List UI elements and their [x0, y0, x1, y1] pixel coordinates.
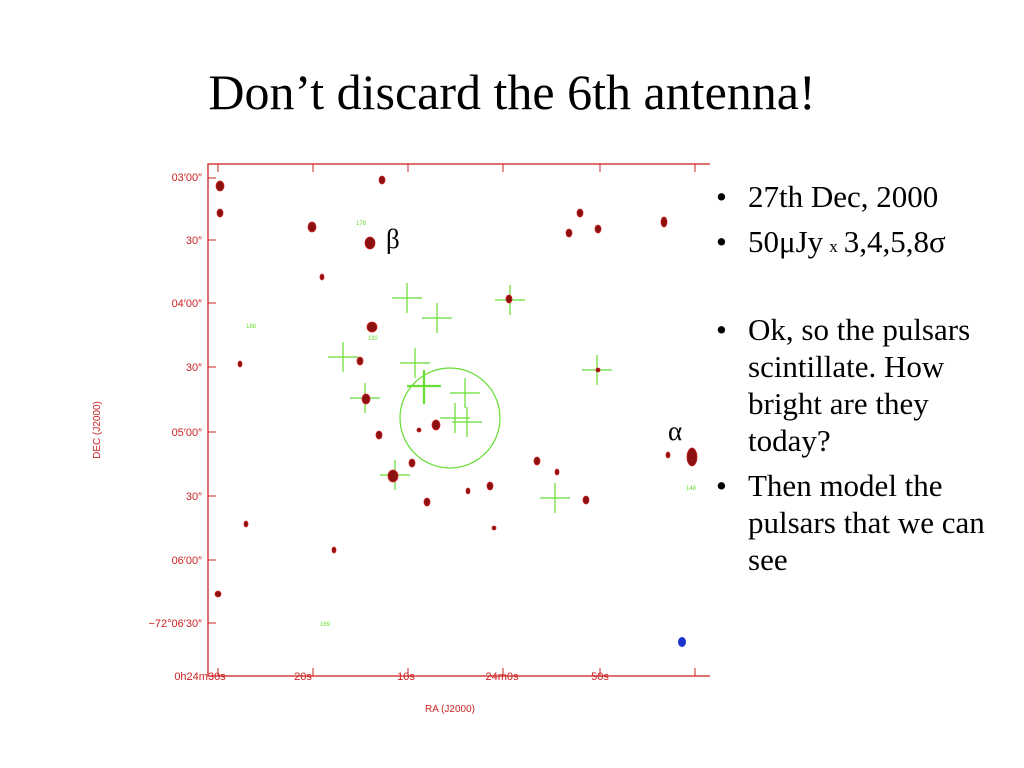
bullet-text: Ok, so the pulsars scintillate. How brig…	[748, 312, 971, 458]
x-tick-marks	[217, 164, 696, 676]
radio-map: 03′00″ 30″ 04′00″ 30″ 05′00″ 30″ 06′00″ …	[92, 163, 710, 715]
source-tag: 192	[368, 336, 379, 342]
y-tick-label: −72°06′30″	[149, 618, 203, 630]
map-frame	[207, 163, 710, 677]
pulsar-beta-label: β	[386, 224, 400, 254]
bullet-text: 27th Dec, 2000	[748, 179, 939, 214]
source-tag: 188	[246, 324, 257, 330]
slide-title: Don’t discard the 6th antenna!	[208, 64, 816, 120]
x-tick-label: 20s	[294, 671, 312, 683]
source-tags: 178 188 192 169 148	[246, 221, 697, 628]
bullet-icon: •	[716, 179, 727, 214]
bullet-scintillate: • Ok, so the pulsars scintillate. How br…	[712, 311, 1012, 459]
bullet-list: • 27th Dec, 2000 • 50μJy x 3,4,5,8σ • Ok, …	[712, 178, 1012, 578]
source-tag: 178	[356, 221, 367, 227]
bullet-text: Then model the pulsars that we can see	[748, 468, 985, 577]
y-tick-marks	[208, 177, 216, 624]
y-tick-label: 05′00″	[172, 427, 203, 439]
y-tick-label: 06′00″	[172, 555, 203, 567]
y-tick-labels: 03′00″ 30″ 04′00″ 30″ 05′00″ 30″ 06′00″ …	[149, 172, 203, 630]
bullet-model: • Then model the pulsars that we can see	[712, 467, 1012, 578]
x-tick-label: 24m0s	[485, 671, 519, 683]
pulsar-alpha-label: α	[668, 416, 683, 446]
radio-sources	[214, 175, 698, 598]
field-circle	[399, 367, 501, 469]
y-tick-label: 30″	[186, 362, 202, 374]
x-tick-label: 50s	[591, 671, 609, 683]
y-tick-label: 04′00″	[172, 298, 203, 310]
bullet-text: 3,4,5,8σ	[843, 224, 946, 259]
x-axis-label: RA (J2000)	[425, 704, 475, 715]
bullet-icon: •	[716, 312, 727, 347]
y-axis-label: DEC (J2000)	[92, 401, 103, 459]
candidate-markers	[328, 283, 612, 513]
beam-ellipse	[678, 637, 686, 647]
bullet-sensitivity: • 50μJy x 3,4,5,8σ	[712, 223, 1012, 265]
x-tick-labels: 0h24m30s 20s 10s 24m0s 50s	[174, 671, 609, 683]
bullet-icon: •	[716, 224, 727, 259]
bullet-icon: •	[716, 468, 727, 503]
bullet-multiplier: x	[829, 237, 838, 256]
x-tick-label: 0h24m30s	[174, 671, 226, 683]
y-tick-label: 30″	[186, 235, 202, 247]
source-tag: 148	[686, 486, 697, 492]
x-tick-label: 10s	[397, 671, 415, 683]
source-tag: 169	[320, 622, 331, 628]
bullet-date: • 27th Dec, 2000	[712, 178, 1012, 215]
y-tick-label: 30″	[186, 491, 202, 503]
bullet-text: 50μJy	[748, 224, 824, 259]
radio-map-figure: 03′00″ 30″ 04′00″ 30″ 05′00″ 30″ 06′00″ …	[70, 150, 710, 730]
y-tick-label: 03′00″	[172, 172, 203, 184]
